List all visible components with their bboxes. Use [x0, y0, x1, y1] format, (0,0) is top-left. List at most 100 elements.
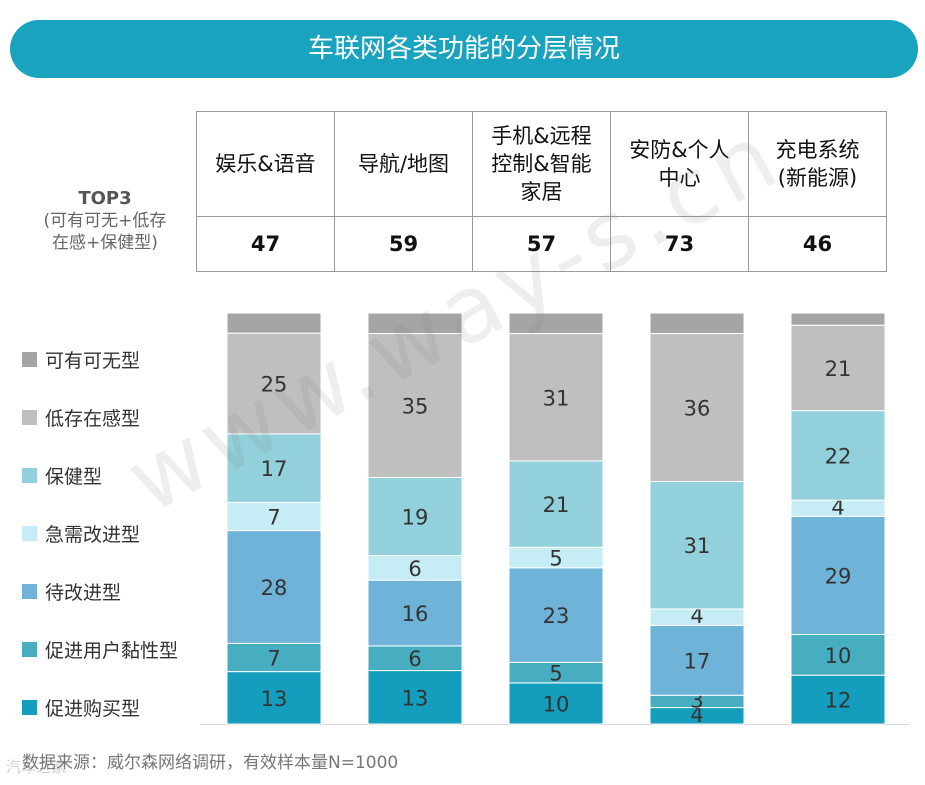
data-label: 4 [690, 703, 703, 727]
bar-segment [508, 312, 604, 335]
bar-segment [367, 312, 463, 335]
chart-title-banner: 车联网各类功能的分层情况 [10, 20, 918, 78]
data-label: 36 [684, 397, 711, 421]
data-label: 35 [402, 394, 429, 418]
data-label: 22 [825, 444, 852, 468]
legend-item: 低存在感型 [22, 388, 222, 446]
chart-legend: 可有可无型 低存在感型 保健型 急需改进型 待改进型 促进用户黏性型 促进购买型 [22, 330, 222, 736]
bar-segment [226, 671, 322, 725]
legend-label: 低存在感型 [45, 407, 141, 430]
bar-segment [508, 682, 604, 725]
legend-item: 保健型 [22, 446, 222, 504]
top3-row-label: TOP3 (可有可无+低存 在感+保健型) [14, 188, 196, 254]
data-label: 21 [825, 357, 852, 381]
bar-segment [367, 579, 463, 647]
legend-swatch [22, 699, 37, 715]
header-line: 充电系统 [775, 138, 860, 162]
data-label: 10 [543, 692, 570, 716]
legend-item: 促进用户黏性型 [22, 620, 222, 678]
top3-label-line1: (可有可无+低存 [43, 211, 167, 231]
top3-value-cell: 73 [610, 216, 749, 272]
data-label: 13 [402, 686, 429, 710]
legend-swatch [22, 409, 37, 425]
bar-segment [367, 333, 463, 478]
legend-swatch [22, 525, 37, 541]
legend-item: 促进购买型 [22, 678, 222, 736]
header-line: 安防&个人 [629, 138, 730, 162]
data-label: 21 [543, 493, 570, 517]
data-label: 29 [825, 564, 852, 588]
bar-segment [226, 530, 322, 644]
data-label: 4 [831, 495, 844, 519]
legend-swatch [22, 351, 37, 367]
top3-label-main: TOP3 [78, 188, 132, 209]
bar-segment [226, 501, 322, 532]
legend-swatch [22, 641, 37, 657]
bar-segment [367, 670, 463, 725]
data-label: 6 [408, 647, 421, 671]
header-line: 中心 [658, 166, 701, 190]
legend-swatch [22, 467, 37, 483]
bar-segment [649, 624, 745, 696]
bar-segment [367, 645, 463, 672]
top3-table: 娱乐&语音 导航/地图 手机&远程 控制&智能 家居 安防&个人 中心 充电系统… [196, 111, 887, 272]
bar-segment [508, 567, 604, 663]
header-line: 家居 [520, 180, 563, 204]
top3-value-cell: 46 [748, 216, 887, 272]
top3-header-cell: 安防&个人 中心 [610, 111, 749, 217]
bar-segment [790, 515, 886, 635]
bar-segment [508, 333, 604, 462]
bar-segment [226, 433, 322, 503]
legend-item: 可有可无型 [22, 330, 222, 388]
legend-label: 待改进型 [45, 581, 122, 604]
bar-segment [649, 312, 745, 335]
top3-header-cell: 娱乐&语音 [196, 111, 335, 217]
bar-segment [226, 312, 322, 334]
legend-label: 促进用户黏性型 [45, 639, 179, 662]
top3-value-cell: 57 [472, 216, 611, 272]
top3-value-cell: 59 [334, 216, 473, 272]
legend-label: 保健型 [45, 465, 103, 488]
header-line: 导航/地图 [357, 152, 450, 176]
data-label: 17 [261, 457, 288, 481]
bar-segment [790, 633, 886, 676]
bar-segment [508, 460, 604, 548]
legend-item: 待改进型 [22, 562, 222, 620]
top3-label-line2: 在感+保健型) [52, 233, 158, 253]
bar-segment [367, 554, 463, 581]
data-source-note: 数据来源：威尔森网络调研，有效样本量N=1000 [22, 753, 399, 773]
header-line: 娱乐&语音 [215, 152, 316, 176]
bar-segment [226, 642, 322, 673]
top3-header-row: 娱乐&语音 导航/地图 手机&远程 控制&智能 家居 安防&个人 中心 充电系统… [196, 111, 887, 217]
header-line: 手机&远程 [491, 124, 592, 148]
top3-value-row: 47 59 57 73 46 [196, 216, 887, 272]
data-label: 28 [261, 576, 288, 600]
data-label: 5 [549, 662, 562, 686]
data-label: 19 [402, 505, 429, 529]
bar-segment [367, 476, 463, 556]
legend-item: 急需改进型 [22, 504, 222, 562]
legend-swatch [22, 583, 37, 599]
data-label: 13 [261, 687, 288, 711]
chart-title: 车联网各类功能的分层情况 [307, 34, 620, 64]
top3-header-cell: 手机&远程 控制&智能 家居 [472, 111, 611, 217]
bar-segment [790, 410, 886, 501]
bar-segment [790, 674, 886, 725]
legend-label: 急需改进型 [45, 523, 141, 546]
bar-segment [790, 324, 886, 412]
data-label: 6 [408, 557, 421, 581]
data-label: 23 [543, 604, 570, 628]
data-label: 4 [690, 604, 703, 628]
data-label: 10 [825, 644, 852, 668]
data-label: 17 [684, 649, 711, 673]
data-label: 31 [543, 386, 570, 410]
data-label: 7 [267, 505, 280, 529]
bar-segment [649, 481, 745, 610]
corner-watermark: 汽车之家 [6, 758, 67, 776]
data-label: 31 [684, 534, 711, 558]
header-line: 控制&智能 [491, 152, 592, 176]
top3-header-cell: 导航/地图 [334, 111, 473, 217]
legend-label: 促进购买型 [45, 697, 141, 720]
data-label: 16 [402, 602, 429, 626]
